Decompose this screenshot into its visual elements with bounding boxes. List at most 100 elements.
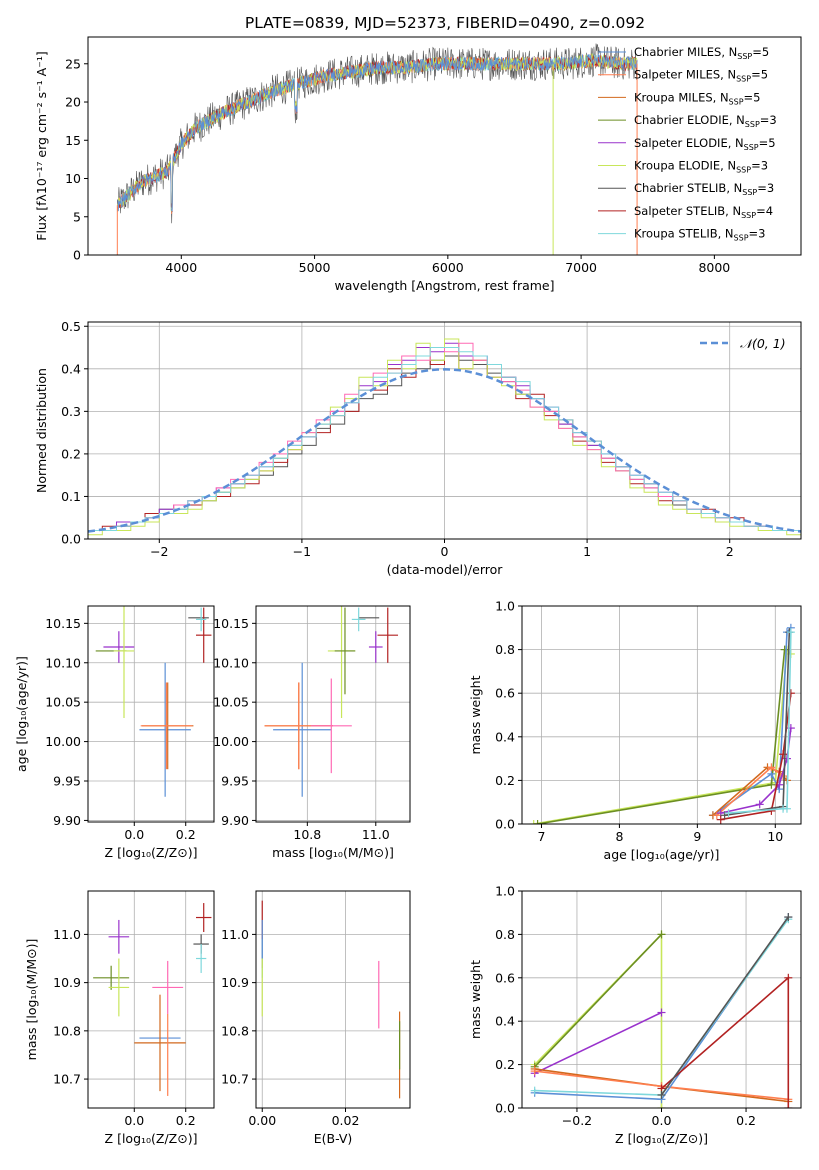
x-tick-label: 6000 <box>432 260 464 275</box>
legend-entry: Kroupa MILES, NSSP=5 <box>634 90 760 106</box>
y-tick-label: 10.8 <box>221 1023 249 1038</box>
data-point <box>334 607 356 695</box>
y-tick-label: 10.7 <box>221 1072 249 1087</box>
y-tick-label: 10.05 <box>45 695 81 710</box>
legend-entry: Kroupa STELIB, NSSP=3 <box>634 227 765 243</box>
y-tick-label: 0.2 <box>495 773 515 788</box>
x-tick-label: 0.0 <box>652 1113 672 1128</box>
y-tick-label: 0.4 <box>61 361 81 376</box>
y-tick-label: 25 <box>65 56 81 71</box>
grid <box>88 606 214 822</box>
data-point <box>196 903 212 932</box>
legend-entry: Salpeter ELODIE, NSSP=5 <box>634 136 776 152</box>
y-tick-label: 0.3 <box>61 404 81 419</box>
axes-frame <box>255 605 411 823</box>
series-line <box>720 693 792 821</box>
y-tick-label: 10.00 <box>213 734 249 749</box>
panel-spectrum: 4000 5000 6000 7000 8000 0 5 10 15 20 25 wavelength… <box>34 36 802 293</box>
y-tick-label: 0.6 <box>495 686 515 701</box>
data-point <box>103 631 135 663</box>
y-tick-label: 20 <box>65 95 81 110</box>
x-tick-label: 0.0 <box>124 1113 144 1128</box>
plot-area <box>95 606 212 797</box>
y-tick-label: 0.0 <box>61 532 81 547</box>
y-tick-label: 0.8 <box>495 927 515 942</box>
y-tick-label: 5 <box>73 209 81 224</box>
y-tick-label: 15 <box>65 133 81 148</box>
y-tick-label: 10 <box>65 171 81 186</box>
y-tick-label: 10.15 <box>45 616 81 631</box>
y-tick-label: 0.8 <box>495 642 515 657</box>
plot-area <box>264 606 399 797</box>
y-tick-label: 1.0 <box>495 599 515 614</box>
y-tick-label: 0.0 <box>495 817 515 832</box>
y-tick-label: 0.4 <box>495 729 515 744</box>
panel-residuals: −2 −1 0 1 2 0.0 0.1 0.2 0.3 0.4 0.5 (data-model)/er… <box>34 319 802 577</box>
plot-area <box>88 338 801 536</box>
y-axis-label: mass [log₁₀(M/M⊙)] <box>24 939 39 1061</box>
x-tick-label: −2 <box>150 544 168 559</box>
y-tick-label: 11.0 <box>53 927 81 942</box>
x-tick-label: 10 <box>767 829 783 844</box>
y-tick-label: 9.90 <box>221 813 249 828</box>
x-tick-label: 10.8 <box>293 827 321 842</box>
data-point <box>152 960 184 1014</box>
x-tick-label: 11.0 <box>362 827 390 842</box>
y-tick-label: 10.15 <box>213 616 249 631</box>
x-tick-label: 8 <box>615 829 623 844</box>
x-axis-label: (data-model)/error <box>387 562 504 577</box>
legend-entry: Kroupa ELODIE, NSSP=3 <box>634 159 768 175</box>
panel-weight-vs-Z: −0.2 0.0 0.2 0.0 0.2 0.4 0.6 0.8 1.0 Z [log₁₀(Z/Z… <box>468 884 802 1146</box>
chart-title: PLATE=0839, MJD=52373, FIBERID=0490, z=0… <box>245 14 645 32</box>
panel-age-vs-Z: 0.0 0.2 9.90 9.95 10.00 10.05 10.10 10.15 Z [log… <box>14 605 215 860</box>
plot-area <box>93 903 212 1096</box>
data-point <box>93 965 130 990</box>
data-point <box>113 606 135 718</box>
data-point <box>310 678 352 774</box>
data-point <box>196 607 207 632</box>
panel-age-vs-mass: 10.8 11.0 9.90 9.95 10.00 10.05 10.10 10.15 mass… <box>213 605 411 860</box>
y-tick-label: 0.6 <box>495 970 515 985</box>
legend-entry: Chabrier ELODIE, NSSP=3 <box>634 113 777 129</box>
x-tick-label: 8000 <box>698 260 730 275</box>
x-tick-label: 7000 <box>565 260 597 275</box>
x-tick-label: 0.2 <box>736 1113 756 1128</box>
y-tick-label: 0 <box>73 248 81 263</box>
axes-frame <box>87 890 215 1109</box>
data-point <box>377 607 399 663</box>
series-line <box>660 916 789 1096</box>
grid <box>256 606 410 822</box>
y-tick-label: 9.90 <box>53 813 81 828</box>
legend: Chabrier MILES, NSSP=5 Salpeter MILES, NS… <box>598 45 777 243</box>
x-tick-label: 1 <box>583 544 591 559</box>
plot-area <box>261 900 401 1099</box>
plot-area <box>116 43 638 255</box>
y-tick-label: 9.95 <box>53 774 81 789</box>
y-tick-label: 0.0 <box>495 1101 515 1116</box>
data-point <box>273 662 332 797</box>
x-axis-label: mass [log₁₀(M/M⊙)] <box>272 845 394 860</box>
y-axis-label: age [log₁₀(age/yr)] <box>14 656 29 772</box>
histogram <box>88 347 801 531</box>
y-axis-label: Flux [fλ10⁻¹⁷ erg cm⁻² s⁻¹ A⁻¹] <box>34 51 49 240</box>
grid <box>522 605 801 825</box>
x-tick-label: 0.2 <box>176 827 196 842</box>
x-axis-label: Z [log₁₀(Z/Z⊙)] <box>105 1131 198 1146</box>
data-point <box>134 994 186 1092</box>
legend-entry: Chabrier MILES, NSSP=5 <box>634 45 769 61</box>
y-axis-label: mass weight <box>468 960 483 1039</box>
panel-mass-vs-EBV: 0.00 0.02 10.7 10.8 10.9 11.0 E(B-V) <box>221 890 411 1146</box>
x-tick-label: 0.0 <box>124 827 144 842</box>
y-tick-label: 10.9 <box>221 975 249 990</box>
grid <box>88 891 214 1108</box>
x-tick-label: 2 <box>726 544 734 559</box>
grid <box>256 891 410 1108</box>
legend-entry: Salpeter MILES, NSSP=5 <box>634 68 768 84</box>
legend-entry: Chabrier STELIB, NSSP=3 <box>634 181 774 197</box>
axes-frame <box>87 36 802 256</box>
plot-area <box>530 913 793 1108</box>
y-tick-label: 9.95 <box>221 774 249 789</box>
x-tick-label: 0 <box>441 544 449 559</box>
spectrum-line <box>117 53 638 212</box>
x-tick-label: −1 <box>293 544 311 559</box>
